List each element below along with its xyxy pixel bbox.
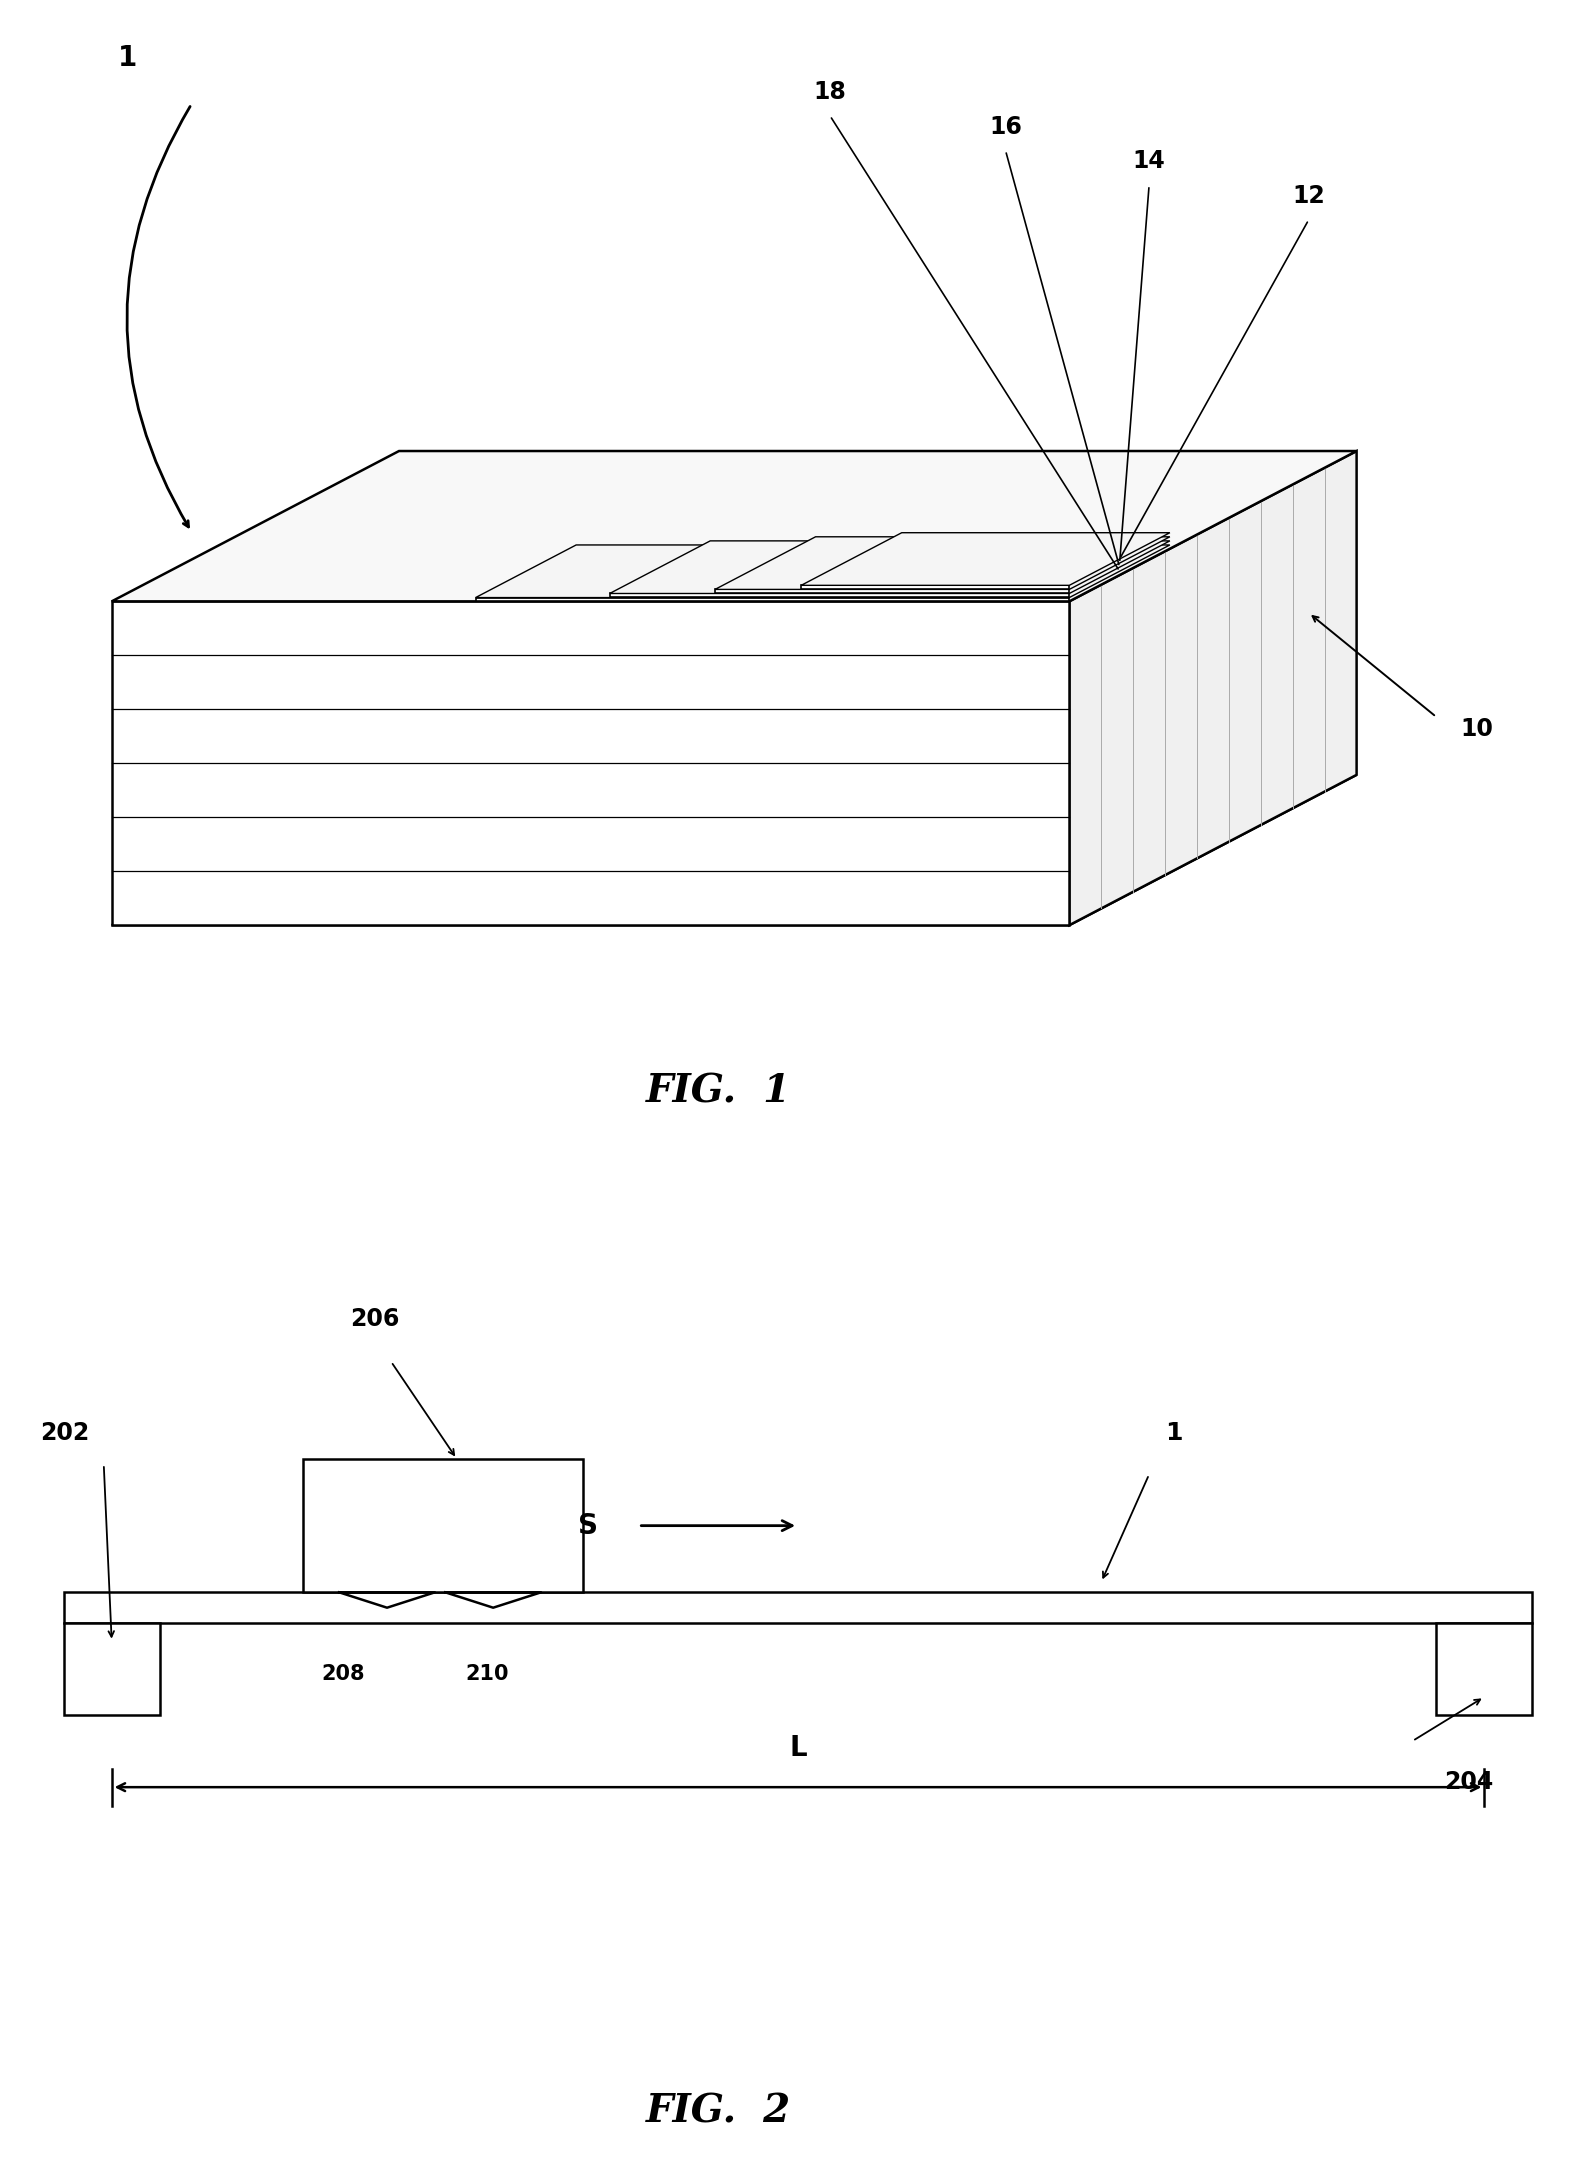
Text: S: S xyxy=(578,1512,598,1540)
Polygon shape xyxy=(476,546,1170,598)
Text: 10: 10 xyxy=(1460,716,1494,740)
Text: 204: 204 xyxy=(1444,1770,1494,1794)
Text: 14: 14 xyxy=(1133,151,1165,175)
Polygon shape xyxy=(715,537,1170,589)
Text: 208: 208 xyxy=(321,1665,365,1685)
Polygon shape xyxy=(112,602,1069,925)
Text: 18: 18 xyxy=(814,81,846,105)
Polygon shape xyxy=(715,589,1069,594)
Polygon shape xyxy=(476,598,1069,602)
Bar xyxy=(64,1623,160,1715)
Text: L: L xyxy=(788,1733,808,1761)
Bar xyxy=(303,1460,583,1593)
Bar xyxy=(1436,1623,1532,1715)
Polygon shape xyxy=(112,452,1357,602)
Text: 210: 210 xyxy=(464,1665,509,1685)
Text: 1: 1 xyxy=(118,44,137,72)
Polygon shape xyxy=(610,594,1069,598)
Polygon shape xyxy=(801,532,1170,585)
Bar xyxy=(64,1593,1532,1623)
Text: FIG.  1: FIG. 1 xyxy=(646,1071,790,1111)
Text: 12: 12 xyxy=(1293,183,1325,207)
Polygon shape xyxy=(112,775,1357,925)
Polygon shape xyxy=(801,585,1069,589)
Text: 1: 1 xyxy=(1165,1420,1183,1444)
Text: 16: 16 xyxy=(990,116,1021,140)
Polygon shape xyxy=(1069,452,1357,925)
Text: 206: 206 xyxy=(351,1307,399,1331)
Text: 202: 202 xyxy=(40,1420,89,1444)
Text: FIG.  2: FIG. 2 xyxy=(646,2093,790,2130)
Polygon shape xyxy=(610,541,1170,594)
